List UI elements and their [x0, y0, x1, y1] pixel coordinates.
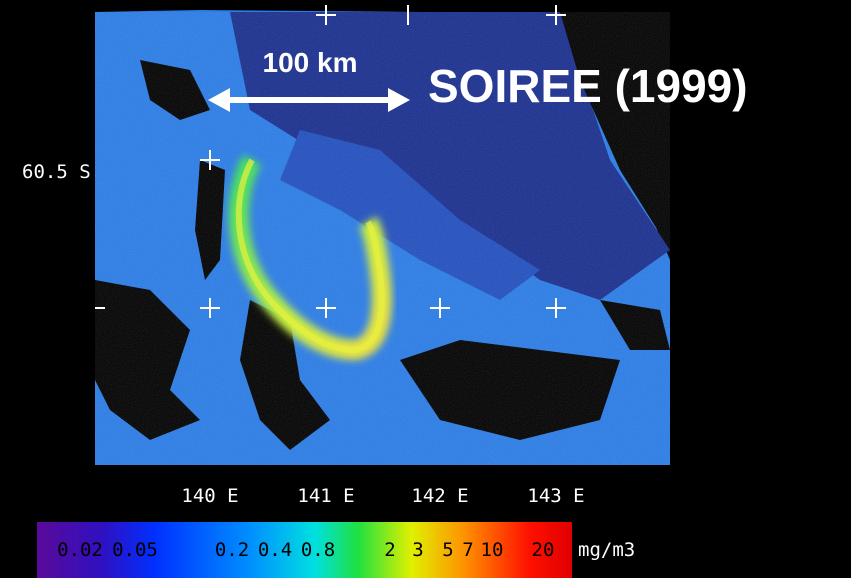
colorbar-label: 0.2 [215, 539, 249, 561]
lon-label: 143 E [527, 485, 584, 507]
colorbar-label: 5 [442, 539, 453, 561]
colorbar-unit: mg/m3 [578, 539, 635, 561]
lon-labels: 140 E 141 E 142 E 143 E [181, 485, 584, 507]
lon-label: 140 E [181, 485, 238, 507]
colorbar-label: 2 [384, 539, 395, 561]
colorbar-label: 10 [481, 539, 504, 561]
lon-label: 141 E [297, 485, 354, 507]
scale-label: 100 km [263, 47, 358, 78]
colorbar-label: 0.02 [57, 539, 103, 561]
colorbar-label: 20 [532, 539, 555, 561]
lon-label: 142 E [411, 485, 468, 507]
colorbar-label: 7 [462, 539, 473, 561]
lat-label: 60.5 S [22, 161, 91, 183]
title: SOIREE (1999) [428, 60, 748, 112]
colorbar-label: 0.4 [258, 539, 292, 561]
colorbar-label: 3 [412, 539, 423, 561]
satellite-map: 100 km SOIREE (1999) 60.5 S 140 E141 E14… [0, 0, 851, 578]
colorbar-label: 0.8 [301, 539, 335, 561]
colorbar-label: 0.05 [112, 539, 158, 561]
